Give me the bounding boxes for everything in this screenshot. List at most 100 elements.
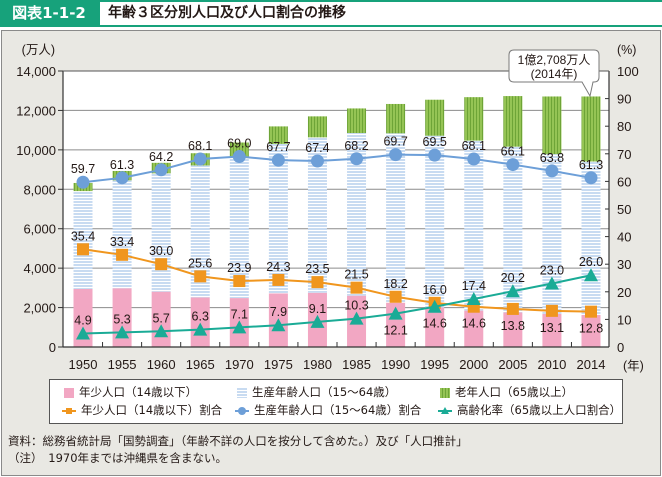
y-tick-label-right: 20 [617,285,631,300]
data-label: 21.5 [344,268,368,282]
y-tick-label-right: 80 [617,119,631,134]
data-label: 68.2 [344,139,368,153]
bar-aged-population [386,103,406,134]
y-tick-label-left: 0 [49,340,56,355]
y-tick-label-left: 8,000 [23,182,56,197]
circle-marker [271,153,285,167]
x-tick-label: 2014 [577,357,606,372]
y-tick-label-right: 90 [617,92,631,107]
data-label: 5.7 [152,311,169,325]
circle-marker [115,171,129,185]
y-tick-label-right: 60 [617,174,631,189]
circle-marker [428,148,442,162]
data-label: 14.6 [462,317,486,331]
bar-working-population [151,173,171,292]
x-tick-label: 1970 [225,357,254,372]
triangle-marker [310,314,325,328]
callout-line1: 1億2,708万人 [518,53,591,67]
x-tick-label: 1955 [108,357,137,372]
data-label: 64.2 [149,150,173,164]
triangle-marker [388,306,403,320]
x-axis-title: (年) [623,359,644,373]
x-tick-label: 2010 [537,357,566,372]
square-marker [311,276,324,289]
legend-item-youth-ratio: 年少人口（14歳以下）割合 [62,402,222,418]
bar-working-population [503,146,523,313]
data-label: 6.3 [192,310,209,324]
callout-bubble [508,49,600,98]
legend-item-working-population: 生産年齢人口（15～64歳） [237,384,396,400]
square-marker [389,290,402,303]
y-tick-label-right: 100 [617,64,639,79]
annotation-callout: 1億2,708万人 (2014年) [508,49,600,98]
figure-number: 図表1-1-2 [0,0,98,27]
triangle-marker [544,276,559,290]
data-label: 18.2 [383,277,407,291]
data-label: 14.6 [423,317,447,331]
data-label: 13.1 [540,321,564,335]
series-line-triangle [82,274,592,335]
circle-marker [76,175,90,189]
data-label: 63.8 [540,151,564,165]
bar-aged-population [307,116,327,138]
bar-youth-population [425,307,445,347]
y-tick-label-left: 2,000 [23,301,56,316]
data-label: 69.0 [227,137,251,151]
data-label: 23.5 [305,262,329,276]
y-tick-label-right: 0 [617,340,624,355]
x-tick-label: 1985 [342,357,371,372]
legend-item-youth-population: 年少人口（14歳以下） [64,384,197,400]
lines [76,148,598,340]
legend-label: 年少人口（14歳以下） [79,385,198,399]
data-label: 16.0 [423,283,447,297]
legend-label: 老年人口（65歳以上） [455,385,574,399]
blue-striped-square-icon [237,387,247,398]
circle-marker [154,163,168,177]
y-tick-label-left: 14,000 [16,64,56,79]
x-tick-label: 1995 [420,357,449,372]
triangle-marker [193,322,208,336]
data-label: 67.7 [266,140,290,154]
y-axis-right-title: (%) [617,43,636,57]
data-label: 10.3 [344,299,368,313]
triangle-marker [505,284,520,298]
square-marker [585,305,597,318]
triangle-marker [584,268,598,282]
bar-youth-population [542,313,562,347]
square-marker [116,248,129,261]
y-axis-left-title: (万人) [22,43,55,57]
y-tick-label-right: 30 [617,257,631,272]
data-label: 12.8 [579,322,603,336]
bar-aged-population [542,96,562,155]
legend: 年少人口（14歳以下） 生産年齢人口（15～64歳） 老年人口（65歳以上） 年… [49,379,623,424]
x-tick-label: 1950 [69,357,98,372]
data-label: 23.0 [540,264,564,278]
data-label: 66.1 [501,145,525,159]
bar-working-population [229,156,249,299]
data-label: 35.4 [71,229,95,243]
y-tick-label-right: 10 [617,312,631,327]
bar-youth-population [464,310,484,347]
axes: 0 2,000 4,000 6,000 8,000 10,000 12,000 14,000 0… [16,64,638,372]
data-label: 26.0 [579,255,603,269]
data-label: 30.0 [149,244,173,258]
y-tick-label-left: 6,000 [23,222,56,237]
pink-square-icon [64,387,74,398]
triangle-marker [232,320,247,334]
chart-title: 年齢３区分別人口及び人口割合の推移 [98,0,662,27]
data-label: 7.9 [270,305,287,319]
data-label: 59.7 [71,162,95,176]
square-marker [155,258,168,271]
x-tick-label: 2005 [498,357,527,372]
triangle-marker [466,291,481,305]
teal-triangle-line-icon [438,406,452,416]
bar-working-population [581,161,601,316]
bar-aged-population [425,99,445,136]
y-tick-label-left: 12,000 [16,103,56,118]
circle-marker [350,152,364,166]
orange-square-line-icon [62,406,76,416]
data-label: 7.1 [231,307,248,321]
series-line-square [82,248,592,313]
y-tick-label-right: 40 [617,230,631,245]
